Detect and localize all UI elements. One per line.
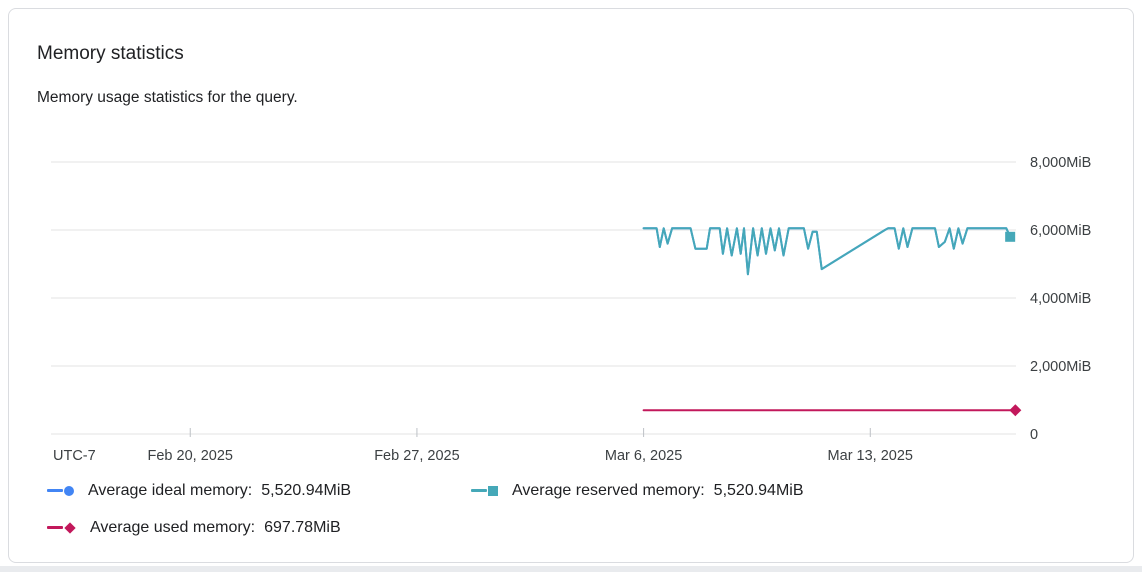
series-line-swatch — [47, 489, 63, 492]
legend-value-used: 697.78MiB — [264, 518, 341, 536]
ideal-memory-series-key — [47, 485, 74, 496]
used-memory-series-key — [47, 521, 76, 534]
y-axis-label: 4,000MiB — [1030, 291, 1091, 307]
x-axis-label: Mar 13, 2025 — [828, 448, 913, 464]
y-axis-label: 8,000MiB — [1030, 155, 1091, 171]
x-axis-label: Feb 27, 2025 — [374, 448, 459, 464]
legend-label-used: Average used memory: — [90, 518, 256, 536]
chart-legend: Average ideal memory: 5,520.94MiB Averag… — [47, 472, 1107, 546]
page-subtitle: Memory usage statistics for the query. — [37, 89, 298, 106]
x-axis-label: Mar 6, 2025 — [605, 448, 682, 464]
legend-label-reserved: Average reserved memory: — [512, 481, 705, 499]
circle-marker-icon — [64, 485, 74, 496]
x-axis-label: Feb 20, 2025 — [148, 448, 233, 464]
square-marker-icon — [1005, 231, 1016, 242]
timezone-label: UTC-7 — [53, 448, 96, 464]
memory-statistics-card: Memory statistics Memory usage statistic… — [8, 8, 1134, 563]
legend-row-1: Average ideal memory: 5,520.94MiB Averag… — [47, 472, 1107, 509]
legend-value-reserved: 5,520.94MiB — [713, 481, 804, 499]
average-ideal-memory-line — [642, 227, 1012, 276]
y-axis-label: 0 — [1030, 427, 1038, 443]
y-axis-label: 6,000MiB — [1030, 223, 1091, 239]
legend-label-ideal: Average ideal memory: — [88, 481, 253, 499]
diamond-marker-icon — [1009, 404, 1022, 417]
y-axis-label: 2,000MiB — [1030, 359, 1091, 375]
square-marker-icon — [488, 485, 498, 496]
page-title: Memory statistics — [37, 43, 184, 64]
memory-chart-svg[interactable]: 8,000MiB 6,000MiB 4,000MiB 2,000MiB 0 Feb 20,… — [51, 137, 1129, 469]
legend-item-reserved-memory[interactable]: Average reserved memory: 5,520.94MiB — [471, 482, 804, 500]
legend-item-used-memory[interactable]: Average used memory: 697.78MiB — [47, 519, 471, 537]
legend-value-ideal: 5,520.94MiB — [261, 481, 352, 499]
series-line-swatch — [47, 526, 63, 529]
average-reserved-memory-line — [642, 227, 1012, 276]
memory-chart: 8,000MiB 6,000MiB 4,000MiB 2,000MiB 0 Feb 20,… — [51, 137, 1129, 469]
series-line-swatch — [471, 489, 487, 492]
legend-item-ideal-memory[interactable]: Average ideal memory: 5,520.94MiB — [47, 482, 471, 500]
page-bottom-strip — [0, 566, 1142, 572]
diamond-marker-icon — [64, 521, 76, 534]
legend-row-2: Average used memory: 697.78MiB — [47, 509, 1107, 546]
reserved-memory-series-key — [471, 485, 498, 496]
